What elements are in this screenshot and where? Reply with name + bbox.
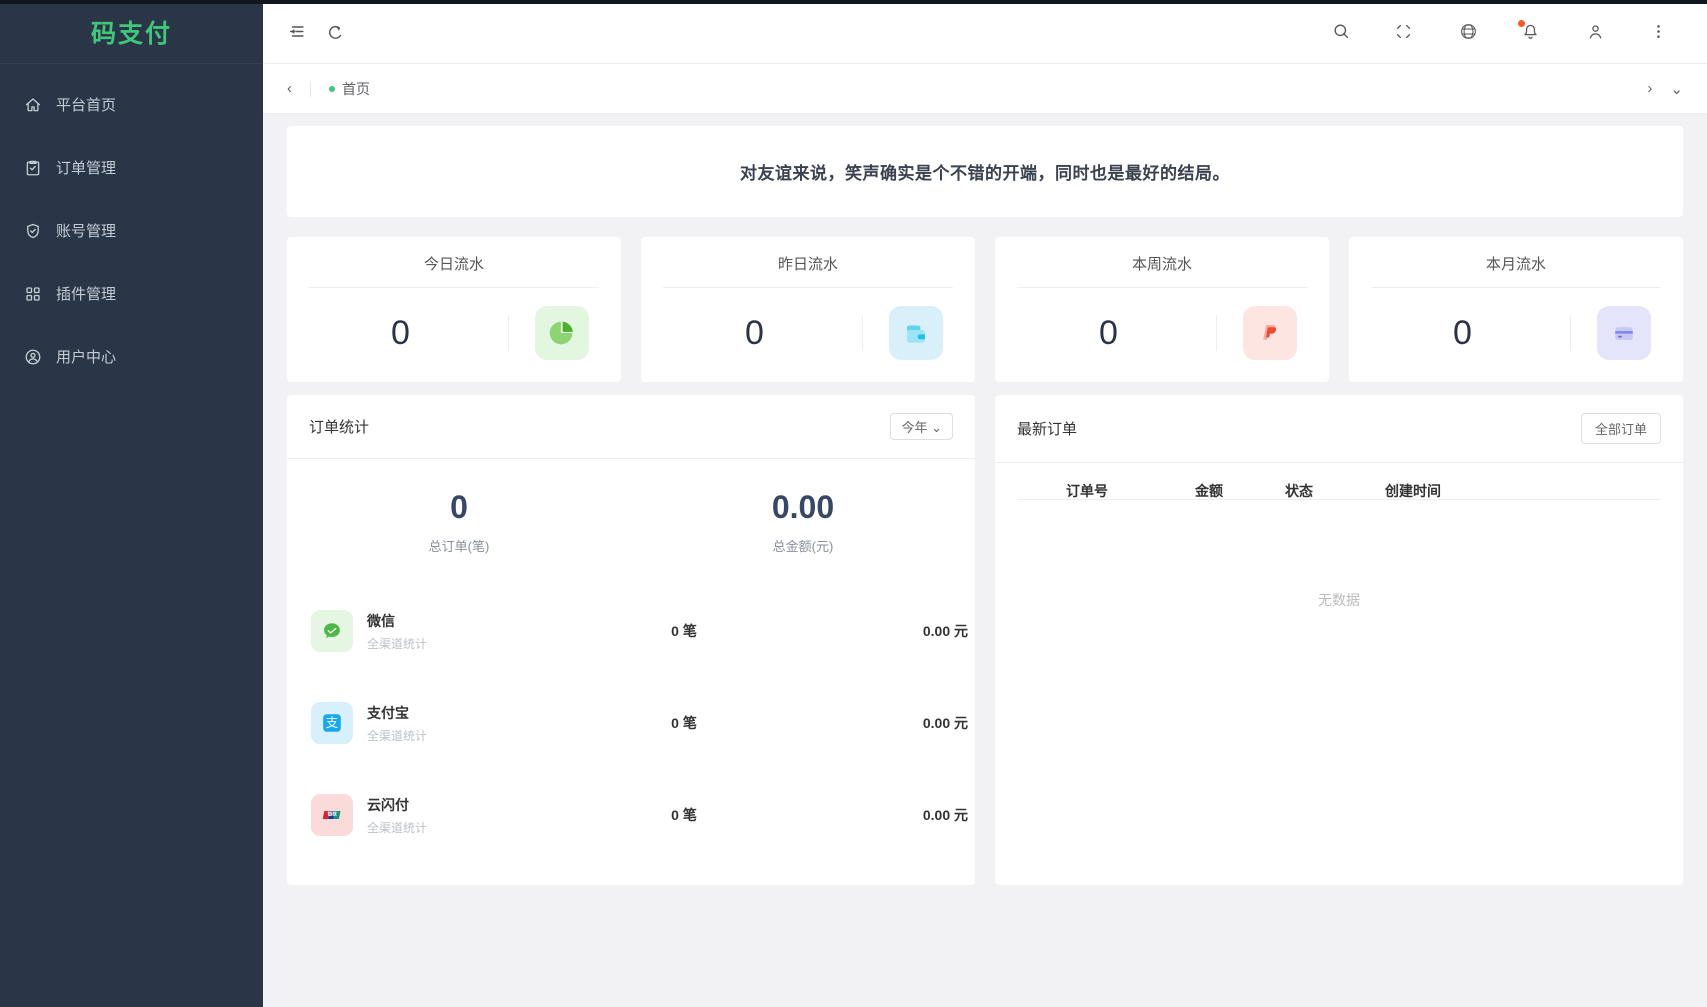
svg-text:支: 支 — [326, 716, 339, 730]
svg-text:银联: 银联 — [327, 810, 338, 817]
